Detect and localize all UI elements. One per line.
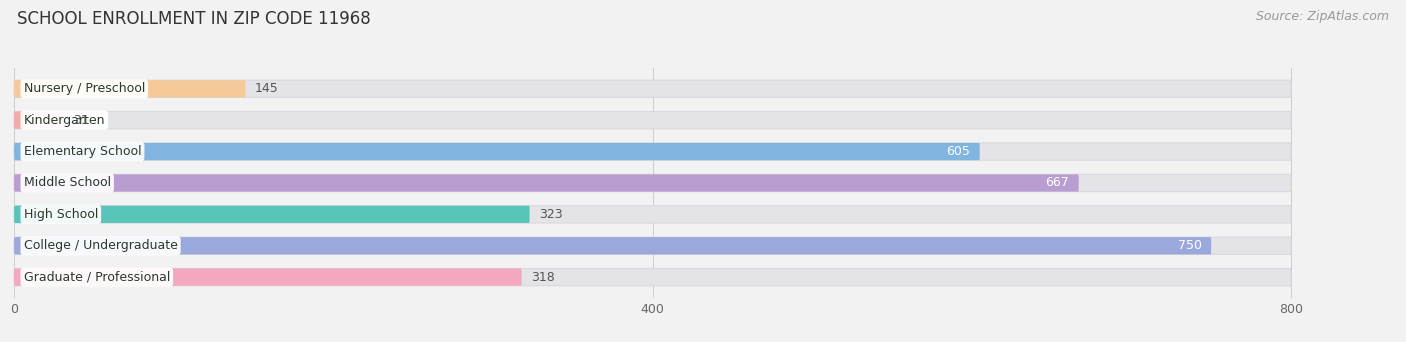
FancyBboxPatch shape — [14, 206, 1291, 223]
Text: Middle School: Middle School — [24, 176, 111, 189]
FancyBboxPatch shape — [14, 143, 980, 160]
FancyBboxPatch shape — [14, 268, 1291, 286]
Text: 605: 605 — [946, 145, 970, 158]
Text: Elementary School: Elementary School — [24, 145, 141, 158]
Text: 318: 318 — [531, 271, 555, 284]
Text: College / Undergraduate: College / Undergraduate — [24, 239, 177, 252]
Text: 145: 145 — [254, 82, 278, 95]
FancyBboxPatch shape — [14, 174, 1078, 192]
Text: Source: ZipAtlas.com: Source: ZipAtlas.com — [1256, 10, 1389, 23]
FancyBboxPatch shape — [14, 268, 522, 286]
Text: 750: 750 — [1178, 239, 1202, 252]
Text: 31: 31 — [73, 114, 89, 127]
Text: Kindergarten: Kindergarten — [24, 114, 105, 127]
FancyBboxPatch shape — [14, 111, 63, 129]
Text: 323: 323 — [540, 208, 562, 221]
FancyBboxPatch shape — [14, 143, 1291, 160]
Text: 667: 667 — [1046, 176, 1069, 189]
FancyBboxPatch shape — [14, 237, 1291, 254]
Text: Graduate / Professional: Graduate / Professional — [24, 271, 170, 284]
FancyBboxPatch shape — [14, 80, 246, 97]
FancyBboxPatch shape — [14, 111, 1291, 129]
Text: SCHOOL ENROLLMENT IN ZIP CODE 11968: SCHOOL ENROLLMENT IN ZIP CODE 11968 — [17, 10, 371, 28]
FancyBboxPatch shape — [14, 80, 1291, 97]
FancyBboxPatch shape — [14, 237, 1211, 254]
FancyBboxPatch shape — [14, 174, 1291, 192]
Text: Nursery / Preschool: Nursery / Preschool — [24, 82, 145, 95]
FancyBboxPatch shape — [14, 206, 530, 223]
Text: High School: High School — [24, 208, 98, 221]
